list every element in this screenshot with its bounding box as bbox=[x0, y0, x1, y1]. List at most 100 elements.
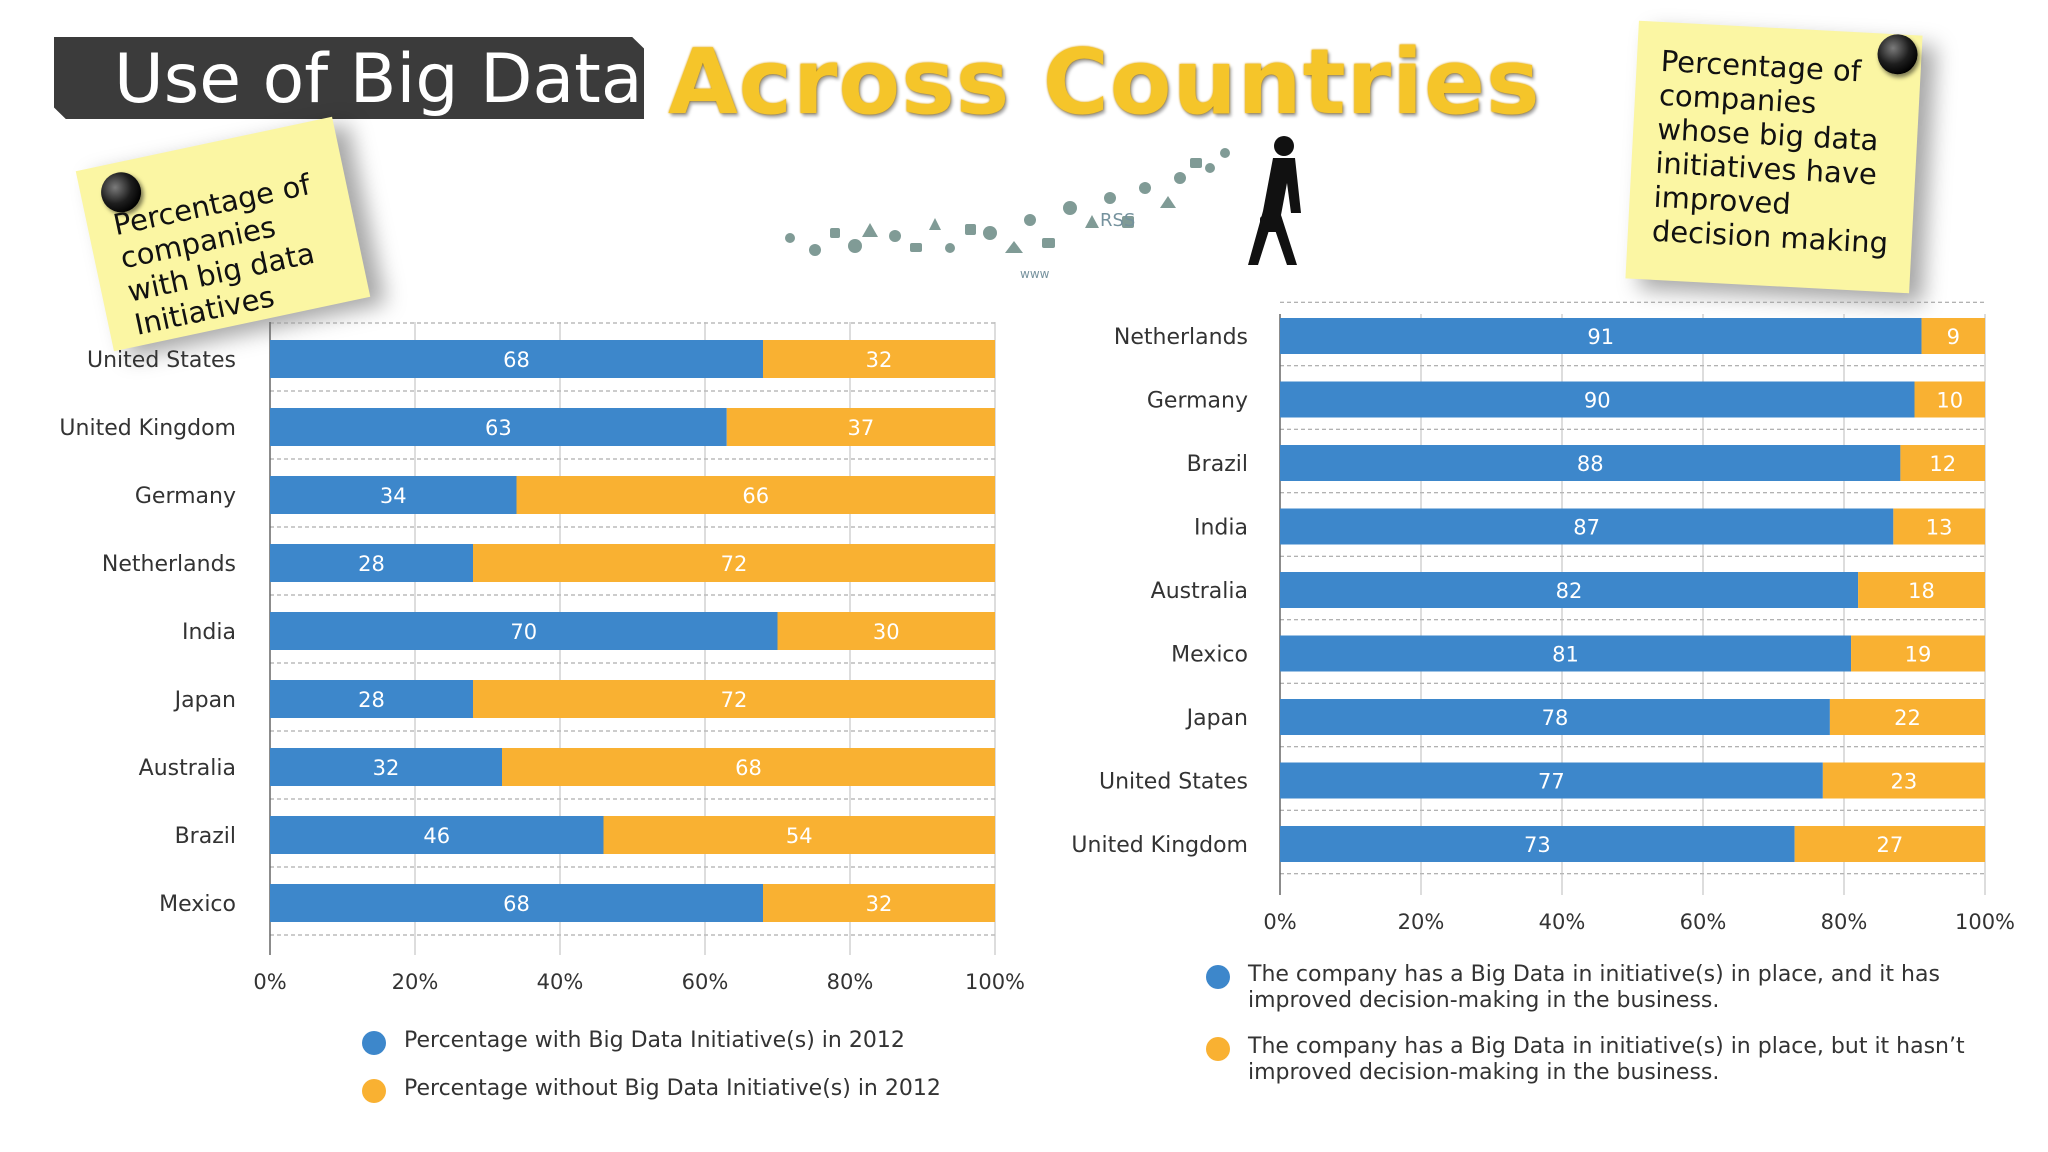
legend-label: Percentage with Big Data Initiative(s) i… bbox=[404, 1028, 905, 1053]
bar-segment bbox=[726, 408, 995, 446]
bar-segment bbox=[1900, 445, 1985, 481]
category-label: Mexico bbox=[1171, 643, 1248, 668]
x-tick-label: 60% bbox=[1680, 910, 1727, 934]
svg-text:RSS: RSS bbox=[1100, 210, 1135, 231]
category-label: Japan bbox=[1185, 706, 1248, 731]
x-tick-label: 80% bbox=[827, 970, 874, 994]
x-tick-label: 80% bbox=[1821, 910, 1868, 934]
bar-segment bbox=[270, 884, 763, 922]
category-label: Brazil bbox=[1187, 452, 1248, 477]
legend-dot-orange bbox=[362, 1079, 386, 1103]
bar-segment bbox=[603, 816, 995, 854]
bar-segment bbox=[1822, 762, 1985, 799]
legend-dot-blue bbox=[362, 1031, 386, 1055]
data-label: 32 bbox=[866, 892, 893, 916]
data-label: 9 bbox=[1947, 325, 1960, 349]
page-title-accent: Across Countries bbox=[668, 30, 1541, 135]
bar-segment bbox=[270, 340, 763, 378]
bar-segment bbox=[1280, 826, 1795, 862]
category-label: United States bbox=[87, 348, 236, 373]
category-label: United States bbox=[1099, 770, 1248, 795]
data-label: 70 bbox=[510, 620, 537, 644]
data-label: 28 bbox=[358, 688, 385, 712]
data-label: 88 bbox=[1577, 452, 1604, 476]
data-label: 73 bbox=[1524, 833, 1551, 857]
data-label: 72 bbox=[721, 688, 748, 712]
category-label: India bbox=[1194, 516, 1248, 541]
category-label: Mexico bbox=[159, 892, 236, 917]
bar-segment bbox=[473, 680, 995, 718]
bar-segment bbox=[270, 408, 727, 446]
data-label: 13 bbox=[1926, 516, 1953, 540]
bar-segment bbox=[1280, 699, 1830, 735]
category-label: United Kingdom bbox=[59, 416, 236, 441]
bar-segment bbox=[516, 476, 995, 514]
bar-segment bbox=[1893, 508, 1985, 545]
x-tick-label: 20% bbox=[1398, 910, 1445, 934]
bar-segment bbox=[777, 612, 995, 650]
bar-segment bbox=[1794, 826, 1985, 862]
bar-segment bbox=[763, 340, 995, 378]
data-label: 10 bbox=[1936, 389, 1963, 413]
svg-text:www: www bbox=[1020, 267, 1050, 281]
bar-segment bbox=[1280, 445, 1901, 481]
data-label: 12 bbox=[1929, 452, 1956, 476]
data-label: 77 bbox=[1538, 770, 1565, 794]
bar-segment bbox=[1914, 381, 1985, 418]
data-label: 54 bbox=[786, 824, 813, 848]
bar-segment bbox=[1280, 635, 1852, 672]
legend-item-not-improved: The company has a Big Data in initiative… bbox=[1206, 1034, 2036, 1086]
bar-segment bbox=[1280, 572, 1859, 608]
data-label: 72 bbox=[721, 552, 748, 576]
data-label: 18 bbox=[1908, 579, 1935, 603]
data-label: 32 bbox=[866, 348, 893, 372]
x-tick-label: 40% bbox=[537, 970, 584, 994]
data-label: 23 bbox=[1891, 770, 1918, 794]
data-label: 91 bbox=[1587, 325, 1614, 349]
data-label: 30 bbox=[873, 620, 900, 644]
bar-segment bbox=[270, 544, 473, 582]
x-tick-label: 60% bbox=[682, 970, 729, 994]
walking-man-icon bbox=[1248, 136, 1301, 265]
bar-segment bbox=[1829, 699, 1985, 735]
category-label: Netherlands bbox=[102, 552, 236, 577]
x-tick-label: 40% bbox=[1539, 910, 1586, 934]
category-label: India bbox=[182, 620, 236, 645]
legend-item-without-initiative: Percentage without Big Data Initiative(s… bbox=[362, 1076, 941, 1103]
data-label: 32 bbox=[373, 756, 400, 780]
data-label: 68 bbox=[503, 892, 530, 916]
category-label: Japan bbox=[173, 688, 236, 713]
bar-segment bbox=[1921, 318, 1985, 354]
data-label: 63 bbox=[485, 416, 512, 440]
data-label: 37 bbox=[848, 416, 875, 440]
icon-trail: RSS www bbox=[785, 148, 1230, 281]
legend-item-improved: The company has a Big Data in initiative… bbox=[1206, 962, 2036, 1014]
category-label: Germany bbox=[135, 484, 236, 509]
data-label: 27 bbox=[1876, 833, 1903, 857]
data-label: 90 bbox=[1584, 389, 1611, 413]
legend-item-with-initiative: Percentage with Big Data Initiative(s) i… bbox=[362, 1028, 905, 1055]
data-label: 78 bbox=[1542, 706, 1569, 730]
x-tick-label: 0% bbox=[253, 970, 286, 994]
page-title: Use of Big Data bbox=[114, 40, 643, 119]
bar-segment bbox=[1280, 508, 1894, 545]
category-label: Brazil bbox=[175, 824, 236, 849]
data-label: 68 bbox=[503, 348, 530, 372]
data-label: 46 bbox=[423, 824, 450, 848]
bar-segment bbox=[270, 816, 604, 854]
data-label: 68 bbox=[735, 756, 762, 780]
data-label: 34 bbox=[380, 484, 407, 508]
bar-segment bbox=[270, 680, 473, 718]
bar-segment bbox=[1280, 318, 1922, 354]
bar-segment bbox=[1851, 635, 1985, 672]
walking-man-illustration: RSS www bbox=[785, 136, 1301, 281]
x-tick-label: 0% bbox=[1263, 910, 1296, 934]
legend-label: The company has a Big Data in initiative… bbox=[1248, 962, 1940, 1013]
data-label: 66 bbox=[742, 484, 769, 508]
category-label: United Kingdom bbox=[1071, 833, 1248, 858]
bar-segment bbox=[763, 884, 995, 922]
x-tick-label: 100% bbox=[965, 970, 1025, 994]
